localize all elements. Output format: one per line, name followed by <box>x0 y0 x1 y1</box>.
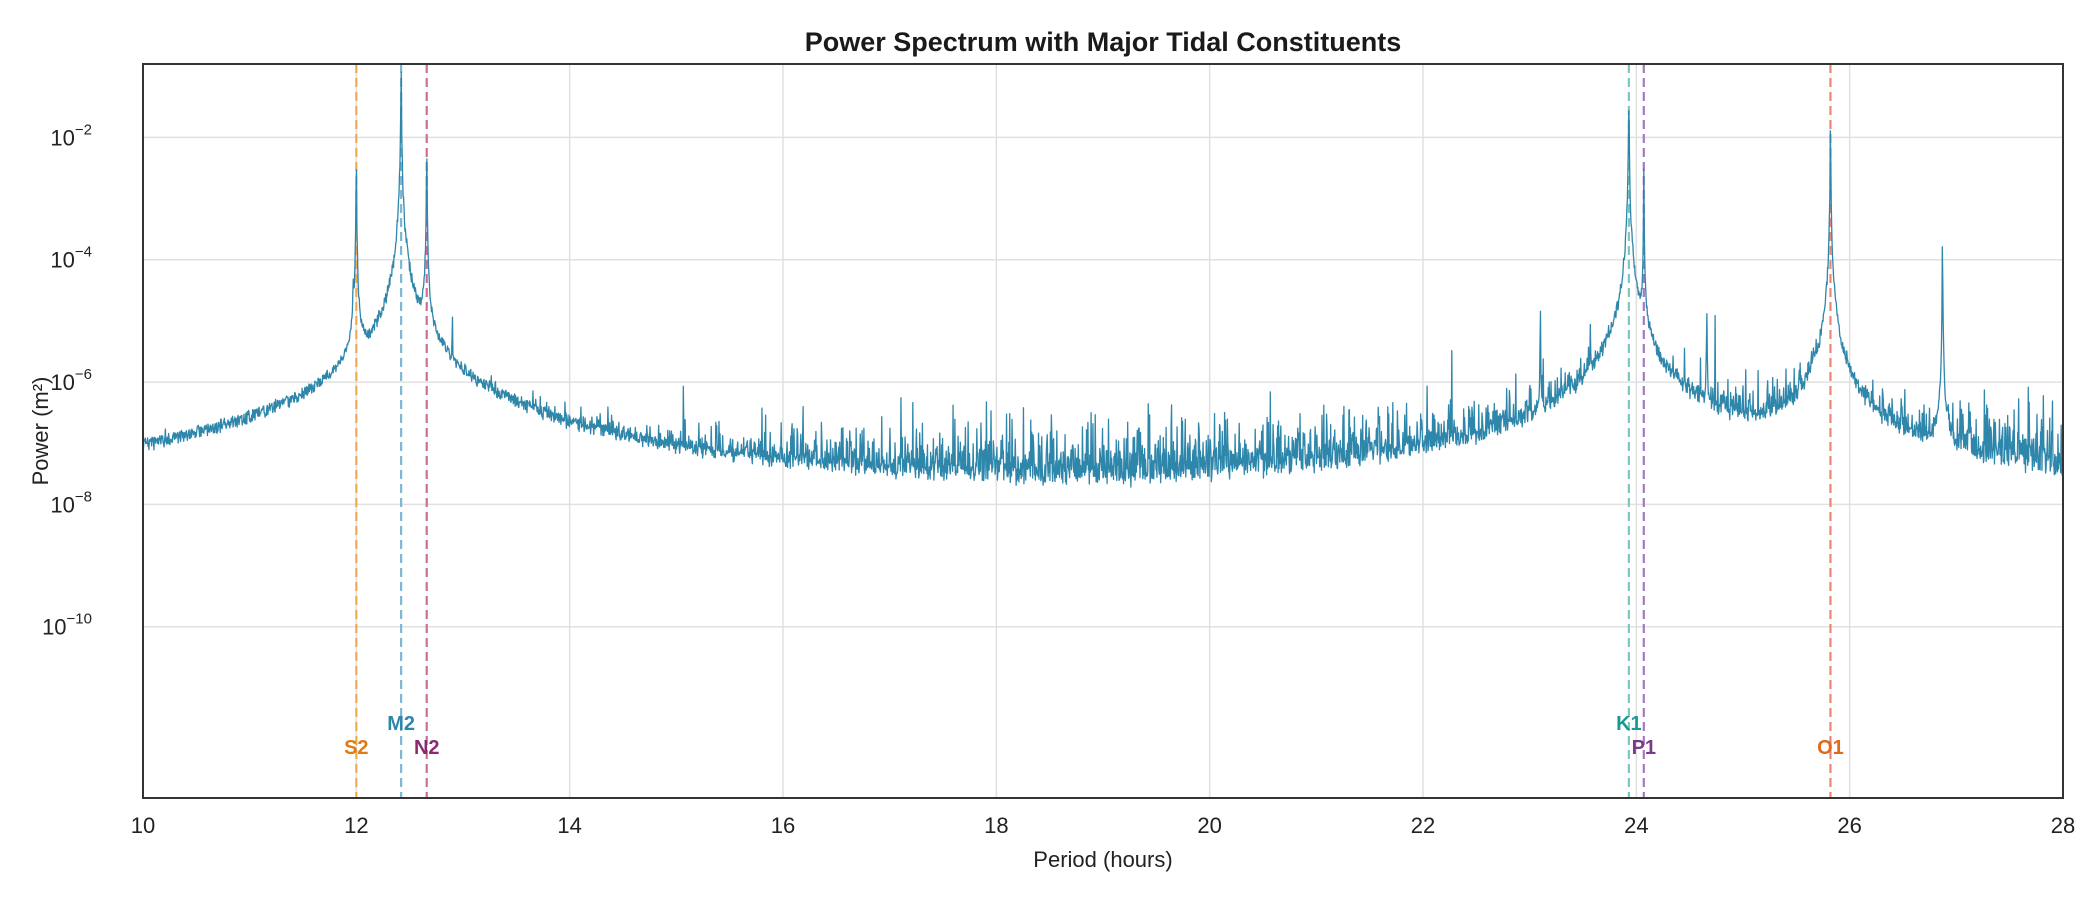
x-tick-label: 12 <box>344 813 368 838</box>
y-tick-base: 10 <box>50 370 74 395</box>
y-tick-label: 10−6 <box>50 366 92 395</box>
x-tick-label: 18 <box>984 813 1008 838</box>
y-tick-label: 10−4 <box>50 244 92 273</box>
y-tick-base: 10 <box>50 492 74 517</box>
constituent-label-s2: S2 <box>344 737 368 759</box>
y-tick-label: 10−8 <box>50 488 92 517</box>
grid-lines <box>142 64 2064 798</box>
x-tick-label: 24 <box>1624 813 1648 838</box>
x-axis-label: Period (hours) <box>1033 847 1172 872</box>
y-tick-label: 10−2 <box>50 121 92 150</box>
x-tick-label: 10 <box>131 813 155 838</box>
x-axis-ticks: 10 12 14 16 18 20 22 24 26 28 <box>131 813 2075 838</box>
x-tick-label: 14 <box>557 813 581 838</box>
constituent-label-p1: P1 <box>1632 737 1656 759</box>
x-tick-label: 22 <box>1411 813 1435 838</box>
y-tick-exponent: −4 <box>75 244 92 261</box>
y-tick-exponent: −8 <box>75 488 92 505</box>
x-tick-label: 26 <box>1837 813 1861 838</box>
x-tick-label: 16 <box>771 813 795 838</box>
constituent-label-k1: K1 <box>1616 713 1642 735</box>
x-tick-label: 28 <box>2051 813 2075 838</box>
series-layer <box>142 71 2064 488</box>
chart-title: Power Spectrum with Major Tidal Constitu… <box>805 27 1402 57</box>
y-tick-exponent: −2 <box>75 121 92 138</box>
constituent-label-o1: O1 <box>1817 737 1844 759</box>
y-tick-exponent: −10 <box>67 611 92 628</box>
y-tick-base: 10 <box>42 615 66 640</box>
y-axis-label: Power (m²) <box>28 377 53 486</box>
constituent-label-m2: M2 <box>387 713 415 735</box>
spectrum-line <box>142 71 2064 488</box>
constituent-lines <box>355 64 1832 798</box>
y-tick-label: 10−10 <box>42 611 92 640</box>
plot-frame <box>142 63 2064 799</box>
y-tick-base: 10 <box>50 125 74 150</box>
y-tick-base: 10 <box>50 248 74 273</box>
y-tick-exponent: −6 <box>75 366 92 383</box>
x-tick-label: 20 <box>1197 813 1221 838</box>
constituent-label-n2: N2 <box>414 737 440 759</box>
